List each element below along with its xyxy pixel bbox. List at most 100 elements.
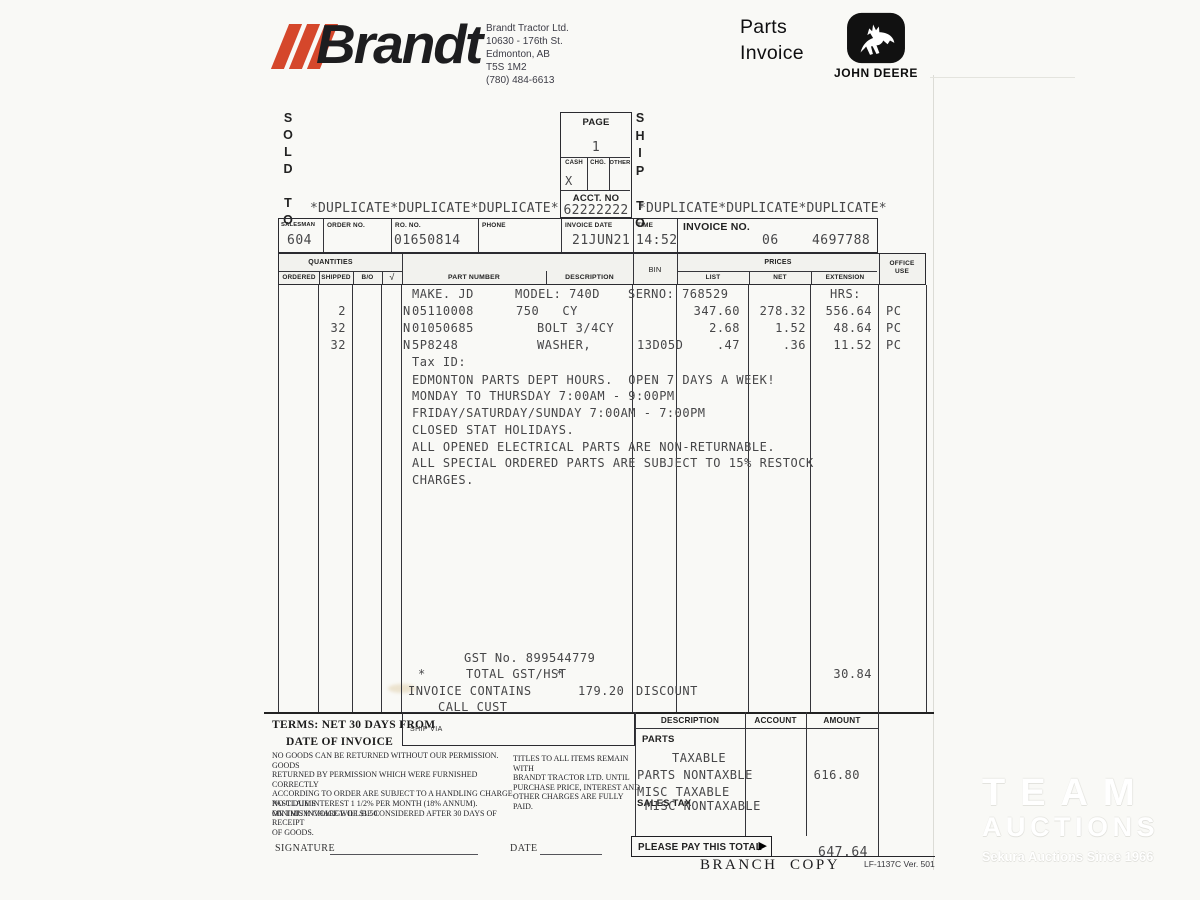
list-label: LIST [705,274,721,281]
item-list-price: .47 [716,338,740,352]
summary-column-line [806,712,807,836]
item-description: 750 CY [516,304,578,318]
terms-fine-print-titles: TITLES TO ALL ITEMS REMAIN WITH BRANDT T… [513,754,640,811]
watermark-auctions: AUCTIONS [982,812,1159,842]
ship-via-label: SHIP VIA [410,726,443,733]
ordered-label: ORDERED [282,274,316,281]
scan-edge-line [933,75,934,870]
note-line: ALL OPENED ELECTRICAL PARTS ARE NON-RETU… [412,440,776,454]
note-line: CLOSED STAT HOLIDAYS. [412,423,575,437]
ro-no-label: RO. NO. [395,222,421,229]
invoice-contains-label: INVOICE CONTAINS [408,684,532,698]
gst-star: * [418,667,426,681]
column-line [926,285,928,712]
invoice-meta-table: SALESMAN ORDER NO. RO. NO. PHONE INVOICE… [278,218,878,253]
column-line [676,285,677,712]
total-gst-label: TOTAL GST/HST [466,667,567,681]
gst-number: GST No. 899544779 [464,651,596,665]
gst-star: * [556,667,564,681]
brandt-wordmark: Brandt [316,13,483,75]
terms-fine-print-returns: NO GOODS CAN BE RETURNED WITHOUT OUR PER… [272,751,515,837]
time-value: 14:52 [636,233,678,248]
gst-amount: 30.84 [833,667,872,681]
item-shipped: 32 [330,321,346,335]
sold-to-label: S O L D T O [283,111,293,227]
invoice-date-label: INVOICE DATE [565,222,613,229]
note-line: MONDAY TO THURSDAY 7:00AM - 9:00PM [412,389,675,403]
divider [811,271,812,284]
ship-via-box: SHIP VIA [402,712,635,746]
bin-label: BIN [648,265,662,274]
duplicate-stamp-right: *DUPLICATE*DUPLICATE*DUPLICATE* [638,201,887,216]
note-line: CHARGES. [412,473,474,487]
terms-title-line2: DATE OF INVOICE [286,736,394,748]
item-office-use: PC [886,321,902,335]
item-shipped: 2 [338,304,346,318]
john-deere-brand-name: JOHN DEERE [833,66,919,80]
column-line [352,285,353,712]
divider [587,157,588,190]
item-description: BOLT 3/4CY [537,321,615,335]
terms-fine-print-interest: PAST DUE INTEREST 1 1/2% PER MONTH (18% … [272,799,478,818]
column-line [748,285,749,712]
item-office-use: PC [886,338,902,352]
document-title: Parts Invoice [740,16,804,64]
item-net-price: 1.52 [775,321,806,335]
invoice-no-label: INVOICE NO. [683,221,750,233]
column-line [401,285,402,712]
machine-make: MAKE. JD [412,287,474,301]
summary-header-line [635,728,878,729]
item-office-use: PC [886,304,902,318]
divider [677,271,877,272]
machine-serno: SERNO: 768529 [628,287,729,301]
call-cust-note: CALL CUST [438,700,508,714]
item-net-price: .36 [782,338,806,352]
divider [749,271,750,284]
chg-label: CHG. [590,160,606,166]
divider [391,219,392,252]
machine-hrs: HRS: [830,287,861,301]
summary-row-parts-nontaxable: PARTS NONTAXBLE [637,768,753,782]
column-line [381,285,382,712]
column-line [318,285,319,712]
total-amount: 647.64 [818,845,868,860]
salesman-value: 604 [287,233,312,248]
copy-type-label: BRANCH COPY [700,857,841,873]
item-part-number: 05110008 [412,304,474,318]
item-shipped: 32 [330,338,346,352]
summary-column-line [635,712,637,836]
acct-no-value: 62222222 [563,203,629,218]
date-line [540,854,602,855]
divider [402,254,403,284]
divider [633,254,634,284]
signature-label: SIGNATURE [275,843,336,854]
summary-row-misc-taxable: MISC TAXABLE [637,785,730,799]
summary-row-misc-nontaxable: MISC NONTAXABLE [645,799,761,813]
order-no-label: ORDER NO. [327,222,366,229]
total-underline [772,856,935,858]
item-extension: 11.52 [833,338,872,352]
divider [382,271,383,284]
item-extension: 48.64 [833,321,872,335]
summary-amount-header: AMOUNT [823,716,861,725]
acct-no-label: ACCT. NO [572,193,620,204]
note-line: ALL SPECIAL ORDERED PARTS ARE SUBJECT TO… [412,456,814,470]
description-label: DESCRIPTION [565,274,614,281]
summary-row-taxable: TAXABLE [672,751,727,765]
tax-id-line: Tax ID: [412,355,467,369]
terms-title-line1: TERMS: NET 30 DAYS FROM [272,719,436,731]
dealer-address: Brandt Tractor Ltd. 10630 - 176th St. Ed… [486,23,569,86]
net-label: NET [773,274,787,281]
invoice-date-value: 21JUN21 [572,233,631,248]
salesman-label: SALESMAN [281,222,316,228]
invoice-no-value: 06 4697788 [762,233,871,248]
office-use-label: OFFICE USE [889,260,915,275]
item-part-number: 5P8248 [412,338,459,352]
ro-no-value: 01650814 [394,233,461,248]
divider [561,219,562,252]
item-check: N [403,321,411,335]
divider [353,271,354,284]
divider [546,271,547,284]
item-part-number: 01050685 [412,321,474,335]
part-number-label: PART NUMBER [448,274,500,281]
